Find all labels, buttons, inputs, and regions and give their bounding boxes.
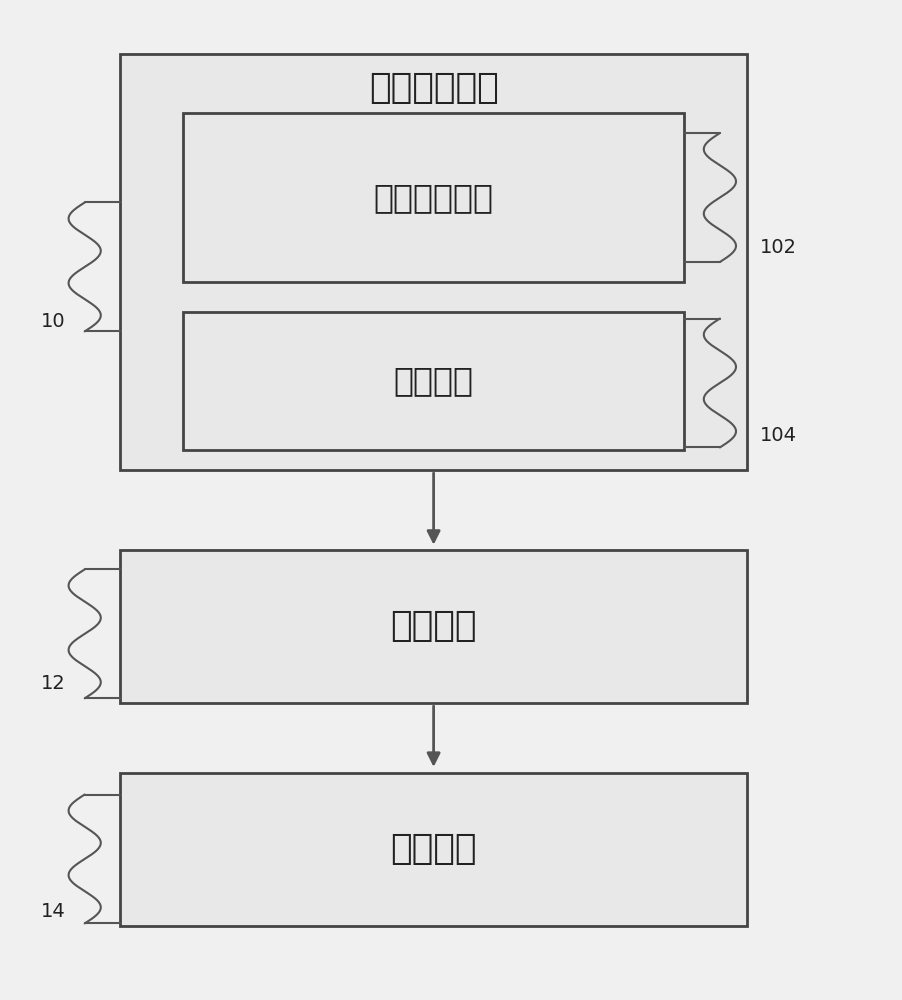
- Bar: [120, 550, 746, 703]
- Bar: [120, 773, 746, 926]
- Text: 顯示單元: 顯示單元: [390, 832, 476, 866]
- Text: 處理單元: 處理單元: [390, 609, 476, 643]
- Text: 12: 12: [41, 674, 66, 693]
- Bar: [183, 113, 684, 282]
- Text: 影像擷取裝置: 影像擷取裝置: [373, 181, 493, 214]
- Bar: [120, 54, 746, 470]
- Text: 104: 104: [759, 426, 796, 445]
- Text: 資訊擷取單元: 資訊擷取單元: [368, 71, 498, 105]
- Text: 102: 102: [759, 238, 796, 257]
- Text: 測距模塊: 測距模塊: [393, 364, 473, 397]
- Text: 10: 10: [41, 312, 66, 331]
- Text: 14: 14: [41, 902, 66, 921]
- Bar: [183, 312, 684, 450]
